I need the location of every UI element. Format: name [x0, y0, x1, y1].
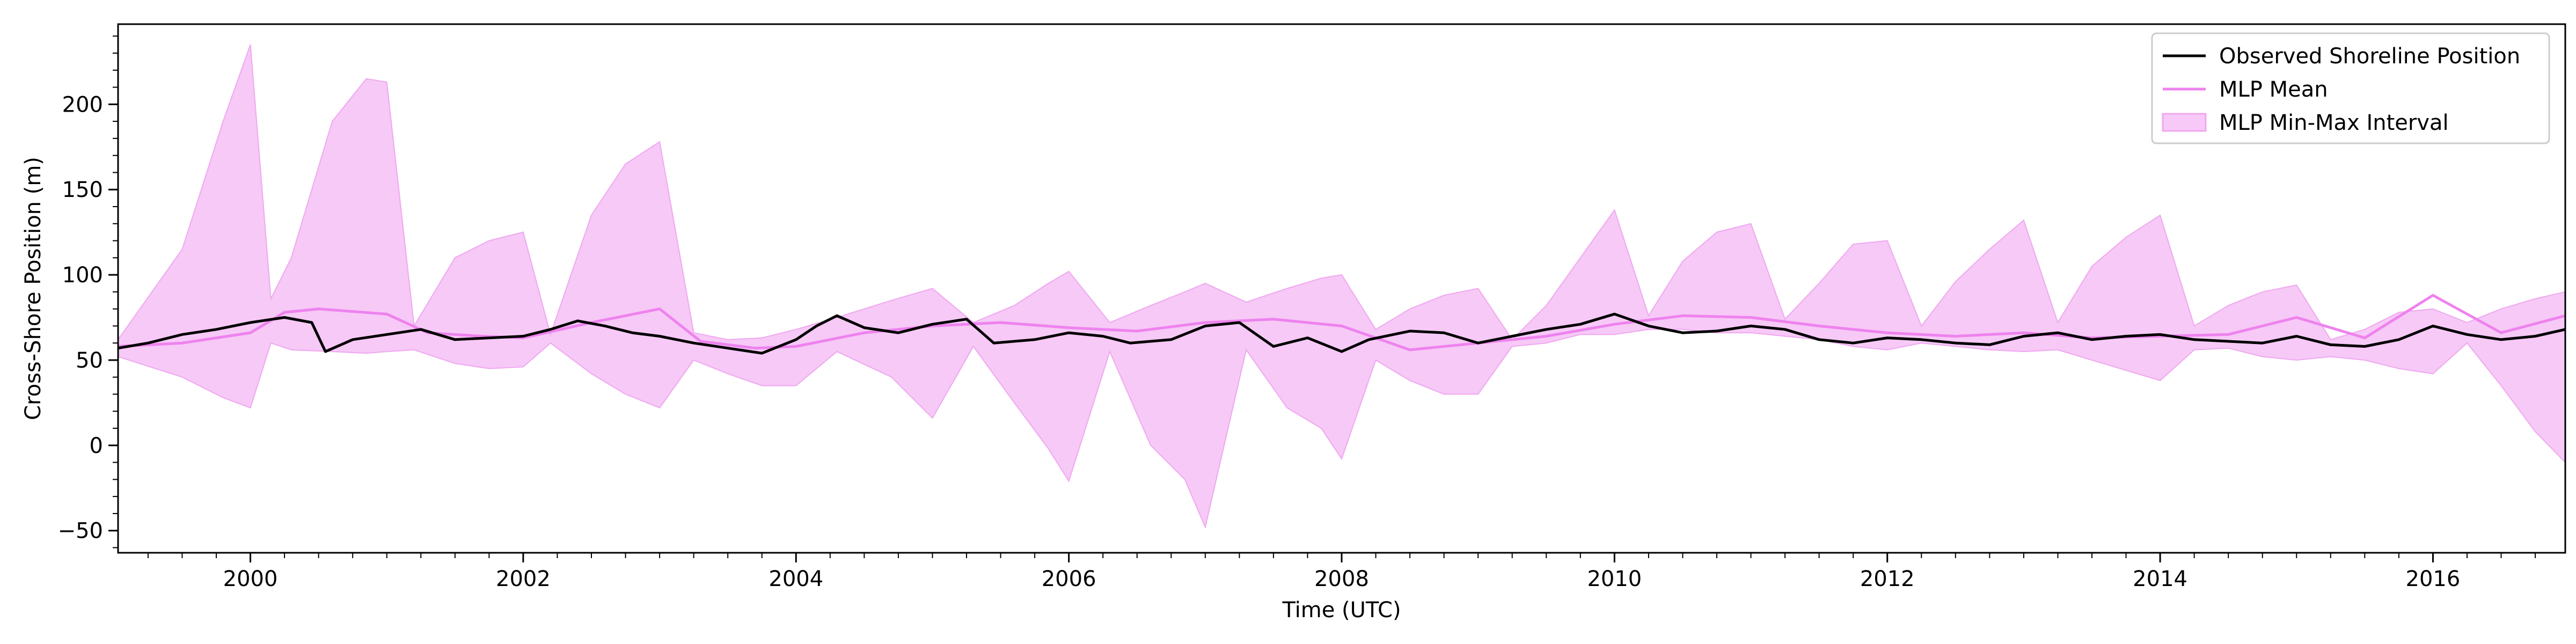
x-tick-label: 2012 [1860, 567, 1915, 591]
x-tick-label: 2000 [223, 567, 278, 591]
y-tick-label: 150 [62, 178, 103, 202]
legend-label-interval: MLP Min-Max Interval [2219, 111, 2449, 135]
x-tick-label: 2016 [2406, 567, 2461, 591]
y-tick-label: −50 [58, 519, 103, 544]
y-tick-label: 0 [90, 434, 103, 458]
y-tick-label: 50 [76, 348, 103, 373]
x-axis: 2000 2002 2004 2006 2008 2010 2012 2014 2016 [147, 553, 2536, 591]
x-tick-label: 2002 [496, 567, 551, 591]
legend-swatch-interval [2162, 113, 2207, 132]
x-tick-label: 2010 [1587, 567, 1642, 591]
x-tick-label: 2008 [1314, 567, 1369, 591]
legend: Observed Shoreline Position MLP Mean MLP… [2151, 32, 2550, 144]
y-tick-label: 100 [62, 263, 103, 288]
y-tick-label: 200 [62, 92, 103, 117]
plot-area [118, 44, 2565, 529]
legend-label-mean: MLP Mean [2219, 77, 2328, 102]
x-tick-label: 2006 [1042, 567, 1096, 591]
x-tick-label: 2004 [769, 567, 823, 591]
interval-band [118, 44, 2565, 529]
legend-label-observed: Observed Shoreline Position [2219, 44, 2520, 69]
y-axis-label: Cross-Shore Position (m) [21, 157, 46, 420]
x-tick-label: 2014 [2133, 567, 2187, 591]
observed-line [118, 312, 2565, 355]
legend-box [2151, 32, 2550, 144]
x-axis-label: Time (UTC) [1282, 598, 1401, 623]
y-axis: −50 0 50 100 150 200 [58, 35, 118, 548]
